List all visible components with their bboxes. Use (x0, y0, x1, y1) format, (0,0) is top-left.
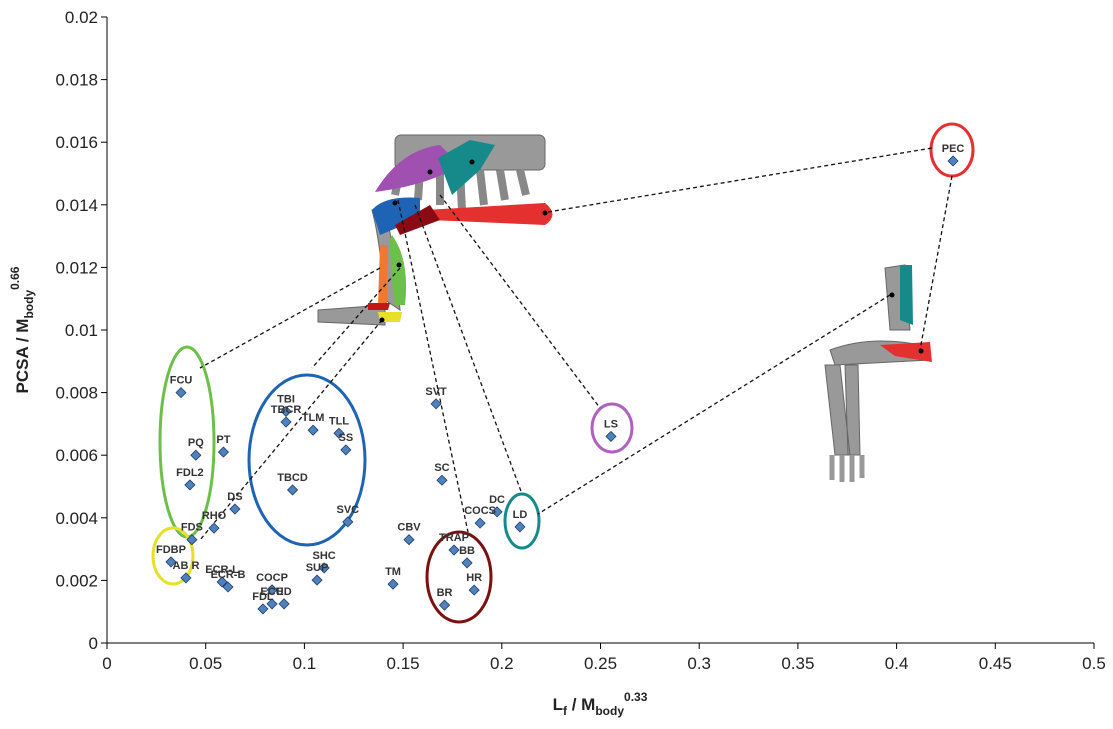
point (341, 445, 351, 455)
y-tick-label: 0.02 (65, 8, 98, 27)
y-title-sub: body (22, 290, 36, 319)
point-label: TM (385, 566, 401, 578)
point-label: TBCR (271, 404, 302, 416)
point (258, 604, 268, 614)
point-label: SVC (337, 504, 360, 516)
x-axis-title: Lf / Mbody0.33 (553, 690, 648, 718)
point (469, 585, 479, 595)
point (437, 475, 447, 485)
point (230, 504, 240, 514)
point (312, 575, 322, 585)
point (440, 600, 450, 610)
point (288, 485, 298, 495)
y-axis-title: PCSA / Mbody0.66 (8, 266, 36, 393)
point-label: TBCD (277, 472, 308, 484)
y-tick-label: 0.004 (55, 509, 98, 528)
point-label: ECR-B (211, 569, 246, 581)
x-tick-label: 0.05 (189, 654, 222, 673)
point-label: CBV (397, 522, 421, 534)
point-label: FDS (181, 522, 203, 534)
chart: PCSA / Mbody0.66 Lf / Mbody0.33 00.0020.… (0, 0, 1113, 724)
point-label: LS (604, 418, 618, 430)
x-title-sub: body (595, 704, 624, 718)
y-title-part: PCSA / M (13, 319, 32, 394)
point (209, 523, 219, 533)
x-tick-label: 0.35 (781, 654, 814, 673)
point-label: FDBP (156, 544, 186, 556)
x-tick-label: 0.4 (885, 654, 909, 673)
point-label: DC (489, 494, 505, 506)
y-tick-label: 0.014 (55, 196, 98, 215)
y-tick-label: 0.008 (55, 384, 98, 403)
x-title-sup: 0.33 (624, 690, 648, 704)
point-label: BR (437, 587, 453, 599)
point (462, 558, 472, 568)
y-tick-label: 0.006 (55, 446, 98, 465)
x-title-part: / M (567, 695, 595, 714)
ellipse (505, 494, 539, 548)
point (606, 431, 616, 441)
point-label: COCP (256, 572, 288, 584)
point (431, 399, 441, 409)
point-label: HR (466, 572, 482, 584)
leader-lines (200, 148, 952, 540)
y-tick-label: 0.002 (55, 571, 98, 590)
y-tick-label: 0.012 (55, 258, 98, 277)
point-label: DS (227, 491, 242, 503)
point-label: SHC (313, 550, 336, 562)
point (404, 535, 414, 545)
point-label: BB (459, 545, 475, 557)
torso-drawing (318, 135, 553, 325)
point-label: PQ (188, 437, 204, 449)
point-label: TLL (329, 415, 349, 427)
point-label: LD (513, 509, 528, 521)
point-label: PT (216, 434, 230, 446)
point-label: PEC (942, 143, 965, 155)
x-tick-label: 0.45 (979, 654, 1012, 673)
point-label: SS (339, 432, 354, 444)
x-tick-label: 0 (102, 654, 111, 673)
point (218, 447, 228, 457)
point (185, 480, 195, 490)
x-tick-label: 0.15 (387, 654, 420, 673)
point-label: TLM (302, 412, 325, 424)
y-title-sup: 0.66 (8, 266, 22, 290)
y-tick-label: 0.01 (65, 321, 98, 340)
point (515, 522, 525, 532)
x-tick-label: 0.5 (1082, 654, 1106, 673)
point (279, 599, 289, 609)
x-tick-label: 0.2 (490, 654, 514, 673)
point (449, 545, 459, 555)
point-label: SVT (425, 386, 447, 398)
x-title-part: L (553, 695, 563, 714)
x-tick-label: 0.3 (687, 654, 711, 673)
point-label: ED (276, 586, 291, 598)
point (948, 156, 958, 166)
point-label: AB R (173, 560, 200, 572)
point (308, 425, 318, 435)
point (281, 417, 291, 427)
limb-drawing (825, 265, 932, 482)
point (176, 388, 186, 398)
point-label: COCS (464, 505, 496, 517)
point-label: SUP (306, 562, 329, 574)
point-label: FCU (170, 375, 193, 387)
point-label: FDL2 (176, 467, 204, 479)
point-label: FDL (252, 591, 274, 603)
x-tick-label: 0.1 (293, 654, 317, 673)
point-label: RHO (202, 510, 227, 522)
y-tick-label: 0 (89, 634, 98, 653)
point (191, 450, 201, 460)
point-label: SC (434, 462, 449, 474)
y-tick-label: 0.016 (55, 133, 98, 152)
y-tick-label: 0.018 (55, 71, 98, 90)
point (388, 579, 398, 589)
x-tick-label: 0.25 (584, 654, 617, 673)
point-label: TRAP (439, 532, 469, 544)
point (475, 518, 485, 528)
